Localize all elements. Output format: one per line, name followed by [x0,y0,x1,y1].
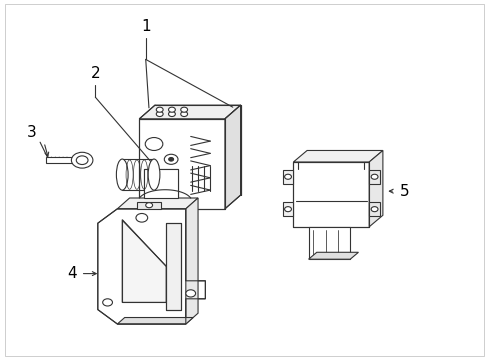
Circle shape [284,174,291,179]
Circle shape [181,107,187,112]
Polygon shape [117,198,198,209]
Circle shape [168,112,175,117]
Ellipse shape [148,159,160,190]
Circle shape [71,152,93,168]
Text: 4: 4 [67,266,77,281]
Bar [46,157,73,163]
Polygon shape [139,119,224,209]
Polygon shape [293,150,382,162]
Polygon shape [368,202,379,216]
Circle shape [145,138,163,150]
Circle shape [102,299,112,306]
Polygon shape [122,220,166,302]
Text: 2: 2 [90,66,100,81]
Circle shape [370,207,377,212]
Text: 1: 1 [141,19,150,34]
Polygon shape [282,170,293,184]
Polygon shape [308,227,349,259]
Circle shape [370,174,377,179]
Bar [144,169,178,198]
Polygon shape [224,105,240,209]
Circle shape [164,154,178,164]
Polygon shape [139,105,240,119]
Circle shape [168,158,173,161]
Polygon shape [293,162,368,227]
Circle shape [156,107,163,112]
Polygon shape [98,209,205,324]
Ellipse shape [116,159,128,190]
Circle shape [181,112,187,117]
Bar [137,202,161,209]
Polygon shape [185,198,198,324]
Text: 5: 5 [399,184,409,199]
Circle shape [284,207,291,212]
Text: 3: 3 [27,125,37,140]
Circle shape [185,290,195,297]
Polygon shape [166,223,181,310]
Polygon shape [368,150,382,227]
Polygon shape [308,252,358,259]
Polygon shape [368,170,379,184]
Circle shape [156,112,163,117]
Polygon shape [164,209,191,225]
Polygon shape [282,202,293,216]
Circle shape [136,213,147,222]
Circle shape [145,203,152,208]
Circle shape [168,107,175,112]
Circle shape [76,156,88,165]
Polygon shape [117,318,193,324]
